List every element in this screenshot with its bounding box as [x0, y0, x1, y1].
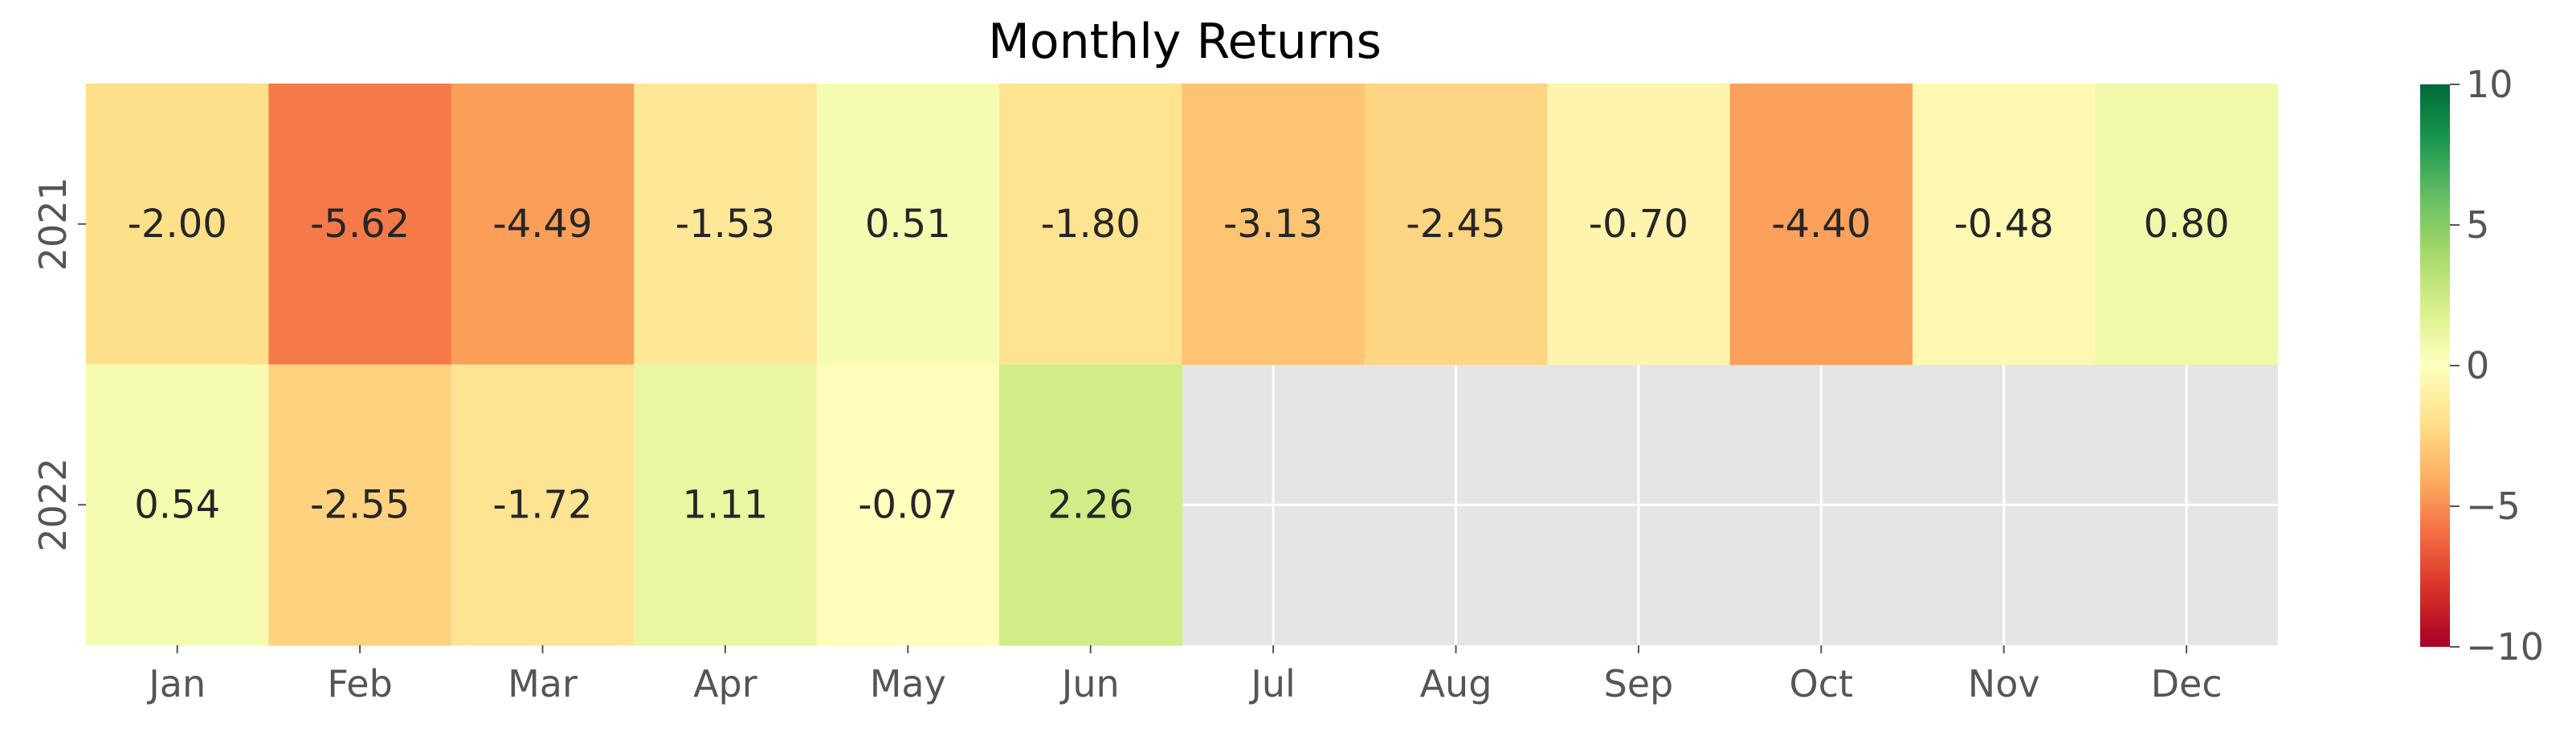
- heatmap-cell: [1913, 84, 2096, 366]
- x-tick-label: May: [870, 662, 946, 705]
- cell-value-label: -1.80: [1041, 202, 1141, 247]
- heatmap-cell: [86, 84, 269, 366]
- x-tick-label: Dec: [2151, 662, 2223, 705]
- heatmap-cell: [816, 364, 1000, 646]
- cell-value-label: -2.00: [128, 202, 227, 247]
- heatmap-cell: [634, 84, 818, 366]
- y-tick-label: 2021: [31, 177, 75, 271]
- heatmap-cell: [86, 364, 269, 646]
- colorbar-tick-label: −5: [2466, 485, 2521, 528]
- x-tick-label: Sep: [1604, 662, 1674, 705]
- cell-value-label: -1.53: [676, 202, 775, 247]
- cell-value-label: -2.55: [310, 482, 410, 527]
- cell-value-label: -0.48: [1954, 202, 2054, 247]
- x-tick-label: Oct: [1790, 662, 1854, 705]
- heatmap-cell: [1729, 84, 1913, 366]
- colorbar-gradient: [2420, 84, 2450, 647]
- heatmap-cell: [1364, 84, 1548, 366]
- x-tick-label: Mar: [508, 662, 578, 705]
- heatmap-cell: [2095, 84, 2279, 366]
- x-tick-label: Nov: [1968, 662, 2040, 705]
- colorbar-tick-label: 5: [2466, 203, 2489, 247]
- heatmap-cell: [268, 364, 452, 646]
- cell-value-labels: -2.00 -5.62 -4.49 -1.53 0.51 -1.80 -3.13 -2.45 -…: [128, 202, 2230, 528]
- x-tick-label: Jun: [1059, 662, 1120, 705]
- cell-value-label: -0.07: [858, 482, 957, 527]
- cell-value-label: -4.49: [492, 202, 592, 247]
- x-tick-label: Jul: [1248, 662, 1296, 705]
- colorbar: 10 5 0 −5 −10: [2420, 63, 2544, 669]
- heatmap-cells: [86, 84, 2279, 646]
- colorbar-tick-label: −10: [2466, 625, 2544, 669]
- heatmap-cell: [268, 84, 452, 366]
- cell-value-label: 0.51: [865, 202, 951, 247]
- cell-value-label: 1.11: [682, 482, 768, 527]
- y-axis-ticks: 2021 2022: [31, 177, 86, 552]
- heatmap-cell: [999, 364, 1182, 646]
- cell-value-label: 0.54: [134, 482, 220, 527]
- colorbar-tick-label: 10: [2466, 63, 2513, 106]
- cell-value-label: -1.72: [492, 482, 592, 527]
- x-tick-label: Jan: [146, 662, 206, 705]
- cell-value-label: -0.70: [1589, 202, 1688, 247]
- colorbar-tick-label: 0: [2466, 344, 2489, 387]
- heatmap-cell: [816, 84, 1000, 366]
- heatmap-cell: [634, 364, 818, 646]
- heatmap-cell: [451, 364, 635, 646]
- cell-value-label: 0.80: [2144, 202, 2230, 247]
- heatmap-cell: [1182, 84, 1366, 366]
- y-tick-label: 2022: [31, 458, 75, 552]
- cell-value-label: -4.40: [1771, 202, 1871, 247]
- x-tick-label: Feb: [327, 662, 392, 705]
- cell-value-label: -3.13: [1223, 202, 1323, 247]
- heatmap-cell: [999, 84, 1182, 366]
- heatmap-cell: [451, 84, 635, 366]
- heatmap-cell: [1547, 84, 1731, 366]
- x-tick-label: Aug: [1420, 662, 1492, 705]
- cell-value-label: 2.26: [1047, 482, 1133, 527]
- cell-value-label: -5.62: [310, 202, 410, 247]
- cell-value-label: -2.45: [1406, 202, 1505, 247]
- x-axis-ticks: Jan Feb Mar Apr May Jun Jul Aug Sep Oct Nov Dec: [146, 645, 2223, 705]
- x-tick-label: Apr: [693, 662, 757, 705]
- chart-title: Monthly Returns: [988, 14, 1382, 70]
